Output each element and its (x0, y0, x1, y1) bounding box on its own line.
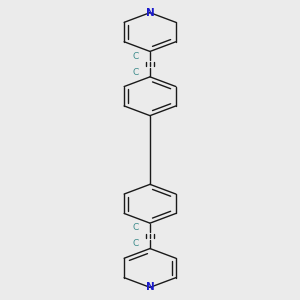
Text: N: N (146, 8, 154, 18)
Text: C: C (133, 239, 139, 248)
Text: N: N (146, 282, 154, 292)
Text: C: C (133, 68, 139, 77)
Text: C: C (133, 223, 139, 232)
Text: C: C (133, 52, 139, 61)
